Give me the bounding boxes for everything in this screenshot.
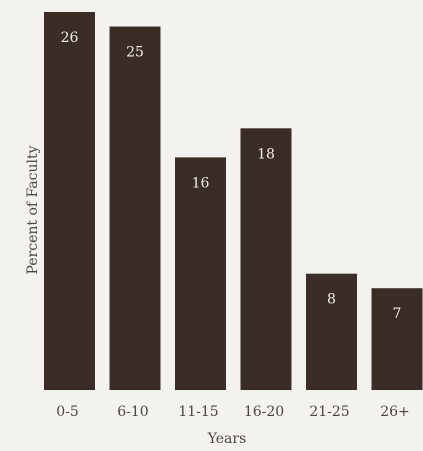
value-label-26+: 7 [393, 306, 402, 322]
bar-6-10 [109, 26, 161, 391]
x-tick-label-21-25: 21-25 [309, 404, 349, 420]
bar-26+ [371, 288, 423, 390]
x-tick-label-16-20: 16-20 [244, 404, 284, 420]
bar-16-20 [240, 128, 292, 391]
value-label-16-20: 18 [257, 146, 275, 162]
x-axis-title: Years [207, 431, 247, 447]
value-label-0-5: 26 [61, 30, 79, 46]
bars-group [44, 12, 423, 391]
x-tick-label-0-5: 0-5 [56, 404, 79, 420]
y-axis-title: Percent of Faculty [25, 145, 41, 274]
bar-0-5 [44, 12, 95, 390]
x-tick-label-6-10: 6-10 [117, 404, 148, 420]
value-label-11-15: 16 [192, 175, 210, 191]
value-label-21-25: 8 [327, 292, 336, 308]
bar-21-25 [306, 273, 357, 390]
x-tick-labels-group: 0-5 6-10 11-15 16-20 21-25 26+ [56, 404, 410, 420]
x-tick-label-11-15: 11-15 [178, 404, 218, 420]
value-label-6-10: 25 [126, 45, 144, 61]
value-labels-group: 26 25 16 18 8 7 [61, 30, 402, 322]
x-tick-label-26+: 26+ [380, 404, 410, 420]
bar-11-15 [175, 157, 226, 390]
